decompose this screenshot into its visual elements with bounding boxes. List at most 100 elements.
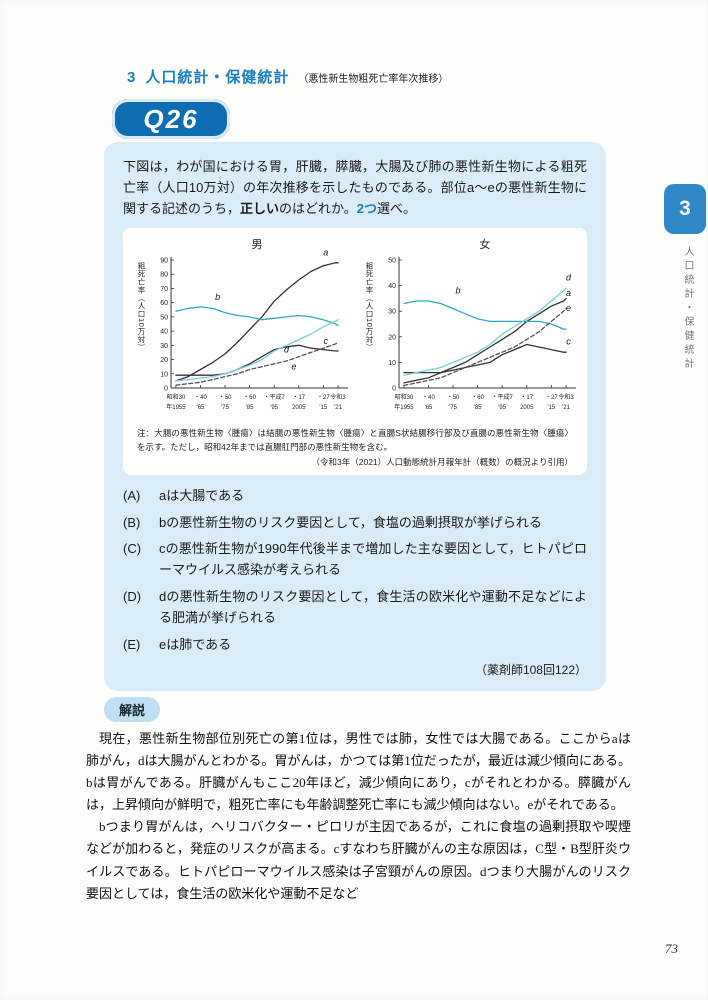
explanation-heading: 解説 [104,697,161,722]
option-c: (C) cの悪性新生物が1990年代後半まで増加した主な要因として，ヒトパピロー… [123,539,587,581]
svg-text:b: b [455,286,460,296]
svg-text:20: 20 [160,357,168,364]
svg-text:c: c [324,336,329,346]
svg-text:0: 0 [164,386,168,393]
svg-text:・40: ・40 [422,395,435,401]
svg-text:'85: '85 [246,405,254,411]
svg-text:2005: 2005 [292,405,306,411]
chapter-subtitle: （悪性新生物粗死亡率年次推移） [298,74,449,85]
charts-row: 男 粗死亡率（人口10万対） 0 10 20 30 40 50 60 70 80 90 昭和30 年1… [125,236,585,424]
chapter-side-label: 人口統計・保健統計 [682,246,693,372]
svg-text:80: 80 [160,272,168,279]
svg-text:'15: '15 [319,405,327,411]
option-d: (D) dの悪性新生物のリスク要因として，食生活の欧米化や運動不足などによる肥満… [123,587,587,629]
chart-female-y-axis-label: 粗死亡率（人口10万対） [365,262,374,352]
svg-text:10: 10 [160,372,168,379]
svg-text:・27: ・27 [545,395,558,401]
option-b: (B) bの悪性新生物のリスク要因として，食塩の過剰摂取が挙げられる [123,513,587,534]
svg-text:年1955: 年1955 [166,403,186,411]
svg-text:30: 30 [388,309,396,316]
svg-text:e: e [291,362,296,372]
svg-text:20: 20 [388,335,396,342]
svg-text:・40: ・40 [194,395,207,401]
question-badge: Q26 [112,99,230,139]
svg-text:年1955: 年1955 [394,403,414,411]
svg-text:30: 30 [160,343,168,350]
exam-source: （薬剤師108回122） [474,663,587,678]
svg-text:・平成7: ・平成7 [492,393,514,401]
explanation-paragraph-1: 現在，悪性新生物部位別死亡の第1位は，男性では肺，女性では大腸である。ここからa… [86,731,631,813]
svg-text:'95: '95 [498,405,506,411]
figure-note: 注：大腸の悪性新生物〈腫瘍〉は結腸の悪性新生物〈腫瘍〉と直腸S状結腸移行部及び直… [137,428,573,452]
svg-text:昭和30: 昭和30 [167,393,186,401]
option-e: (E) eは肺である [123,635,587,656]
option-b-text: bの悪性新生物のリスク要因として，食塩の過剰摂取が挙げられる [159,514,542,530]
svg-text:'95: '95 [270,405,278,411]
svg-text:70: 70 [160,286,168,293]
page-number: 73 [665,941,678,956]
chart-male-title: 男 [251,239,263,252]
svg-text:60: 60 [160,301,168,308]
svg-text:'65: '65 [197,405,205,411]
svg-text:・17: ・17 [292,395,305,401]
svg-text:'15: '15 [547,405,555,411]
chart-male: 男 粗死亡率（人口10万対） 0 10 20 30 40 50 60 70 80 90 昭和30 年1… [127,236,355,424]
explanation-body: 現在，悪性新生物部位別死亡の第1位は，男性では肺，女性では大腸である。ここからa… [86,728,631,905]
chart-female-title: 女 [479,239,491,252]
chapter-title: 人口統計・保健統計 [145,69,290,86]
question-text: 下図は，わが国における胃，肝臓，膵臓，大腸及び肺の悪性新生物による粗死亡率（人口… [123,157,587,219]
svg-text:40: 40 [388,283,396,290]
chart-female: 女 粗死亡率（人口10万対） 0 10 20 30 40 50 昭和30 年1955 ・40 '6… [355,236,583,424]
svg-text:昭和30: 昭和30 [395,393,414,401]
svg-text:d: d [566,273,572,283]
svg-text:50: 50 [160,315,168,322]
svg-text:2005: 2005 [520,405,534,411]
svg-text:50: 50 [388,258,396,265]
svg-text:・50: ・50 [447,395,460,401]
chart-female-plot: 0 10 20 30 40 50 昭和30 年1955 ・40 '65 ・50 '75 ・60 '85 ・平… [388,257,576,411]
svg-text:'75: '75 [449,405,457,411]
option-a-text: aは大腸である [159,487,245,503]
figure-panel: 男 粗死亡率（人口10万対） 0 10 20 30 40 50 60 70 80 90 昭和30 年1… [123,228,587,475]
svg-text:10: 10 [388,360,396,367]
explanation-paragraph-2: bつまり胃がんは，ヘリコバクター・ピロリが主因であるが，これに食塩の過剰摂取や喫… [86,819,631,901]
option-c-text: cの悪性新生物が1990年代後半まで増加した主な要因として，ヒトパピローマウイル… [159,541,587,578]
question-text-emphasis: 正しい [240,200,280,216]
svg-text:・60: ・60 [243,395,256,401]
svg-text:令和3: 令和3 [558,393,574,401]
svg-text:・27: ・27 [317,395,330,401]
question-box: 下図は，わが国における胃，肝臓，膵臓，大腸及び肺の悪性新生物による粗死亡率（人口… [104,142,606,692]
svg-text:'85: '85 [474,405,482,411]
svg-text:0: 0 [392,386,396,393]
svg-text:'21: '21 [562,405,570,411]
option-b-label: (B) [123,514,141,530]
chapter-header: 3 人口統計・保健統計 （悪性新生物粗死亡率年次推移） [127,66,448,87]
chapter-number: 3 [127,69,137,86]
svg-text:'21: '21 [334,405,342,411]
svg-text:令和3: 令和3 [330,393,346,401]
option-c-label: (C) [123,541,142,557]
chart-male-plot: 0 10 20 30 40 50 60 70 80 90 昭和30 年1955 ・40 '65 ・50 '75… [160,248,348,411]
svg-text:a: a [566,288,571,298]
svg-text:'75: '75 [221,405,229,411]
svg-text:・60: ・60 [471,395,484,401]
svg-text:c: c [566,337,571,347]
question-answer-count: 2つ [356,200,378,216]
svg-text:・平成7: ・平成7 [264,393,286,401]
svg-text:・17: ・17 [520,395,533,401]
question-text-mid: のはどれか。 [279,200,357,216]
option-d-text: dの悪性新生物のリスク要因として，食生活の欧米化や運動不足などによる肥満が挙げら… [159,588,587,625]
svg-text:b: b [215,292,220,302]
option-e-label: (E) [123,636,141,652]
svg-text:'65: '65 [425,405,433,411]
options-list: (A) aは大腸である (B) bの悪性新生物のリスク要因として，食塩の過剰摂取… [123,486,587,656]
svg-text:90: 90 [160,258,168,265]
option-a: (A) aは大腸である [123,486,587,507]
svg-text:e: e [566,304,571,314]
option-e-text: eは肺である [159,636,232,652]
option-a-label: (A) [123,487,141,503]
svg-text:a: a [323,248,328,258]
chapter-side-tab: 3 [664,184,706,234]
svg-text:・50: ・50 [219,395,232,401]
figure-citation: （令和3年（2021）人口動態統計月報年計（概数）の概況より引用） [311,456,573,467]
